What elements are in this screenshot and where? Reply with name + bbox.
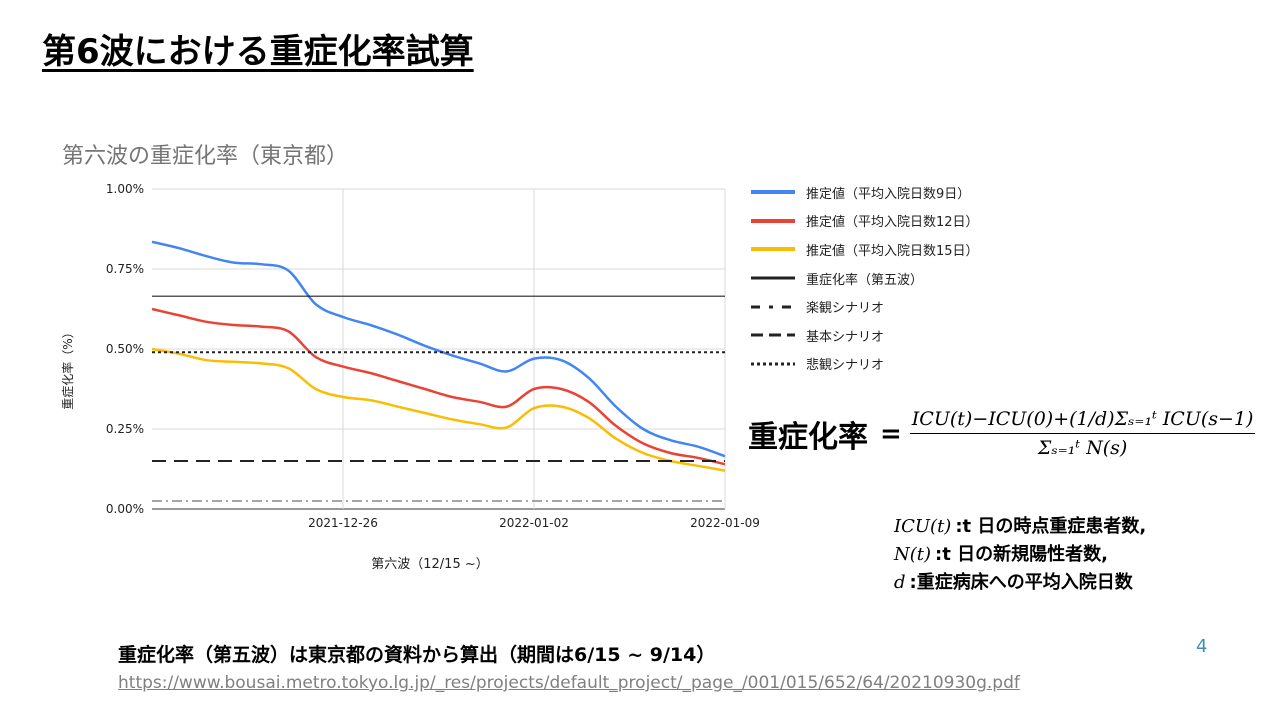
x-tick-label: 2022-01-02 [499,516,569,530]
series-line-2 [151,347,726,472]
chart-legend: 推定値（平均入院日数9日） 推定値（平均入院日数12日） 推定値（平均入院日数15日… [750,178,979,378]
definition-n: N(t) :t 日の新規陽性者数, [894,540,1146,568]
legend-label: 重症化率（第五波） [806,272,924,288]
formula-numerator: ICU(t)−ICU(0)+(1/d)Σₛ₌₁ᵗ ICU(s−1) [909,408,1256,434]
legend-label: 楽観シナリオ [806,301,885,317]
definition-symbol: d [894,572,906,593]
legend-item: 推定値（平均入院日数9日） [750,178,979,207]
legend-item: 重症化率（第五波） [750,264,979,293]
y-axis-label: 重症化率（%） [60,326,75,409]
chart-title: 第六波の重症化率（東京都） [62,144,349,169]
legend-swatch [751,190,795,195]
formula-lhs: 重症化率 [748,419,868,455]
legend-item: 基本シナリオ [750,321,979,350]
x-tick-label: 2021-12-26 [308,516,378,530]
page-number: 4 [1196,636,1208,657]
legend-label: 推定値（平均入院日数9日） [806,186,971,202]
legend-item: 楽観シナリオ [750,292,979,321]
legend-item: 悲観シナリオ [750,350,979,379]
definition-text: :重症病床への平均入院日数 [909,572,1133,593]
legend-label: 悲観シナリオ [806,358,885,374]
y-tick-label: 1.00% [106,182,144,196]
x-axis-label: 第六波（12/15 ~） [371,557,489,572]
legend-swatch [751,333,795,337]
definitions: ICU(t) :t 日の時点重症患者数, N(t) :t 日の新規陽性者数, d… [894,512,1146,596]
y-tick-label: 0.25% [106,422,144,436]
formula-fraction: ICU(t)−ICU(0)+(1/d)Σₛ₌₁ᵗ ICU(s−1) Σₛ₌₁ᵗ … [909,408,1256,459]
definition-icu: ICU(t) :t 日の時点重症患者数, [894,512,1146,540]
series-lines [151,240,726,502]
series-line-1 [151,307,726,466]
y-tick-label: 0.75% [106,262,144,276]
legend-label: 推定値（平均入院日数15日） [806,243,979,259]
formula-denominator: Σₛ₌₁ᵗ N(s) [1037,437,1128,459]
legend-label: 推定値（平均入院日数12日） [806,215,979,231]
definition-text: :t 日の新規陽性者数, [935,544,1108,565]
definition-text: :t 日の時点重症患者数, [955,516,1147,537]
definition-symbol: N(t) [894,544,932,565]
axis-ticks: 0.00% 0.25% 0.50% 0.75% 1.00% 2021-12-26 2022-… [106,182,760,530]
legend-swatch [751,276,795,280]
series-line-0 [151,240,726,458]
legend-swatch [751,362,795,366]
x-tick-label: 2022-01-09 [690,516,760,530]
legend-label: 基本シナリオ [806,329,885,345]
legend-swatch [751,247,795,252]
slide-title: 第6波における重症化率試算 [42,32,474,72]
formula: 重症化率 = ICU(t)−ICU(0)+(1/d)Σₛ₌₁ᵗ ICU(s−1)… [748,408,1256,459]
formula-equals: = [880,418,902,449]
y-tick-label: 0.00% [106,502,144,516]
definition-symbol: ICU(t) [894,516,952,537]
legend-swatch [751,218,795,223]
data-source-note: 重症化率（第五波）は東京都の資料から算出（期間は6/15 ~ 9/14） [118,644,716,666]
legend-swatch [751,305,795,309]
definition-d: d :重症病床への平均入院日数 [894,568,1146,596]
gridlines [152,188,726,510]
source-link[interactable]: https://www.bousai.metro.tokyo.lg.jp/_re… [118,673,1020,693]
y-tick-label: 0.50% [106,342,144,356]
legend-item: 推定値（平均入院日数15日） [750,235,979,264]
legend-item: 推定値（平均入院日数12日） [750,207,979,236]
